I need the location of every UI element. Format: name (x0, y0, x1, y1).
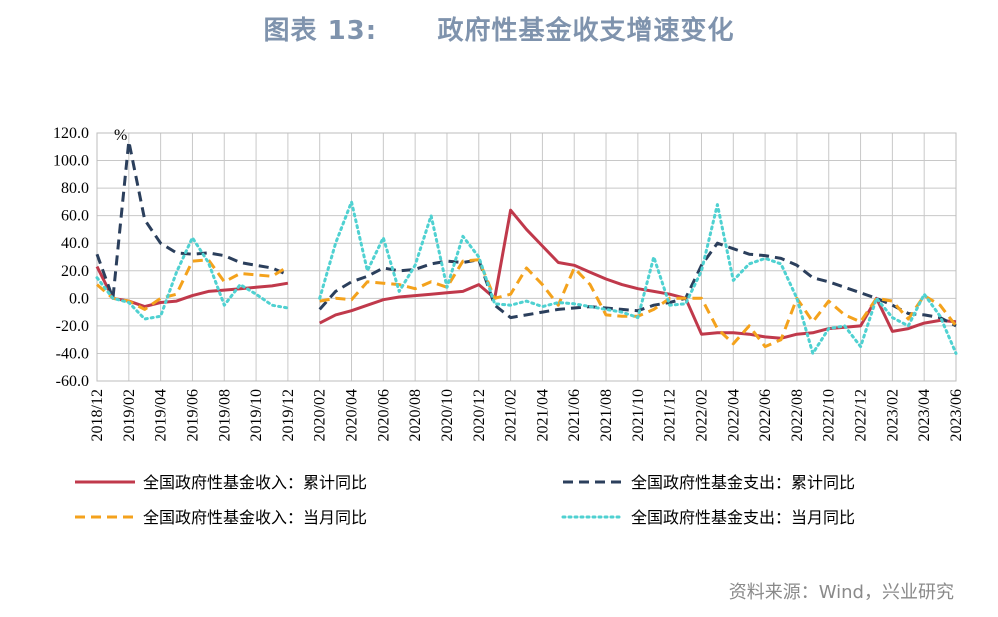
series-line-4 (95, 200, 958, 355)
x-tick-label: 2021/04 (534, 389, 551, 441)
x-tick-label: 2022/10 (821, 389, 838, 441)
x-tick-label: 2019/02 (121, 389, 138, 441)
x-tick-label: 2020/10 (439, 389, 456, 441)
y-tick-label: 60.0 (61, 208, 89, 225)
x-tick-label: 2023/04 (916, 389, 933, 441)
legend-label: 全国政府性基金支出：累计同比 (631, 473, 855, 492)
x-tick-label: 2021/02 (503, 389, 520, 441)
x-tick-label: 2020/08 (407, 389, 424, 441)
legend-item-3: 全国政府性基金收入：当月同比 (75, 508, 367, 527)
x-tick-label: 2019/10 (248, 389, 265, 441)
x-tick-labels: 2018/12 2019/02 2019/04 2019/06 2019/08 2019/… (89, 389, 965, 441)
y-tick-label: 100.0 (53, 153, 89, 170)
chart-title: 图表 13: 政府性基金收支增速变化 (263, 16, 735, 46)
x-tick-label: 2021/06 (566, 389, 583, 441)
y-tick-label: 0.0 (69, 290, 89, 307)
legend-item-2: 全国政府性基金支出：累计同比 (563, 473, 855, 492)
x-tick-label: 2022/06 (757, 389, 774, 441)
y-tick-label: -40.0 (56, 345, 89, 362)
series-lines (95, 139, 958, 355)
x-tick-label: 2019/04 (153, 389, 170, 441)
axes (96, 132, 957, 382)
plot-border (96, 132, 957, 382)
x-tick-label: 2021/10 (630, 389, 647, 441)
y-tick-label: 40.0 (61, 235, 89, 252)
series-line-1 (95, 208, 957, 340)
x-tick-label: 2020/06 (375, 389, 392, 441)
series-line-3 (96, 258, 958, 349)
legend-item-4: 全国政府性基金支出：当月同比 (561, 508, 855, 527)
y-tick-label: -60.0 (56, 373, 89, 390)
y-tick-label: 20.0 (61, 263, 89, 280)
x-tick-label: 2022/02 (693, 389, 710, 441)
y-tick-labels: 120.0 100.0 80.0 60.0 40.0 20.0 0.0 -20.0 -40.0 -… (53, 125, 89, 390)
y-tick-label: 120.0 (53, 125, 89, 142)
x-tick-label: 2022/12 (853, 389, 870, 441)
x-tick-label: 2019/06 (184, 389, 201, 441)
legend: 全国政府性基金收入：累计同比 全国政府性基金支出：累计同比全国政府性基金收入：当月… (75, 473, 855, 527)
x-tick-label: 2020/02 (312, 389, 329, 441)
x-tick-label: 2019/08 (216, 389, 233, 441)
x-tick-label: 2020/12 (471, 389, 488, 441)
x-tick-label: 2022/04 (725, 389, 742, 441)
x-tick-label: 2021/12 (662, 389, 679, 441)
y-unit-label: % (114, 127, 127, 144)
source-note: 资料来源：Wind，兴业研究 (728, 582, 954, 603)
x-tick-label: 2021/08 (598, 389, 615, 441)
y-tick-label: 80.0 (61, 180, 89, 197)
grid-lines (96, 132, 957, 382)
x-tick-label: 2023/02 (884, 389, 901, 441)
y-tick-label: -20.0 (56, 318, 89, 335)
x-tick-label: 2018/12 (89, 389, 106, 441)
legend-label: 全国政府性基金收入：当月同比 (143, 508, 367, 527)
series-line-2 (95, 139, 957, 328)
legend-label: 全国政府性基金收入：累计同比 (143, 473, 367, 492)
x-tick-label: 2022/08 (789, 389, 806, 441)
x-tick-label: 2023/06 (948, 389, 965, 441)
legend-item-1: 全国政府性基金收入：累计同比 (75, 473, 367, 492)
legend-label: 全国政府性基金支出：当月同比 (631, 508, 855, 527)
x-tick-label: 2019/12 (280, 389, 297, 441)
x-tick-label: 2020/04 (344, 389, 361, 441)
